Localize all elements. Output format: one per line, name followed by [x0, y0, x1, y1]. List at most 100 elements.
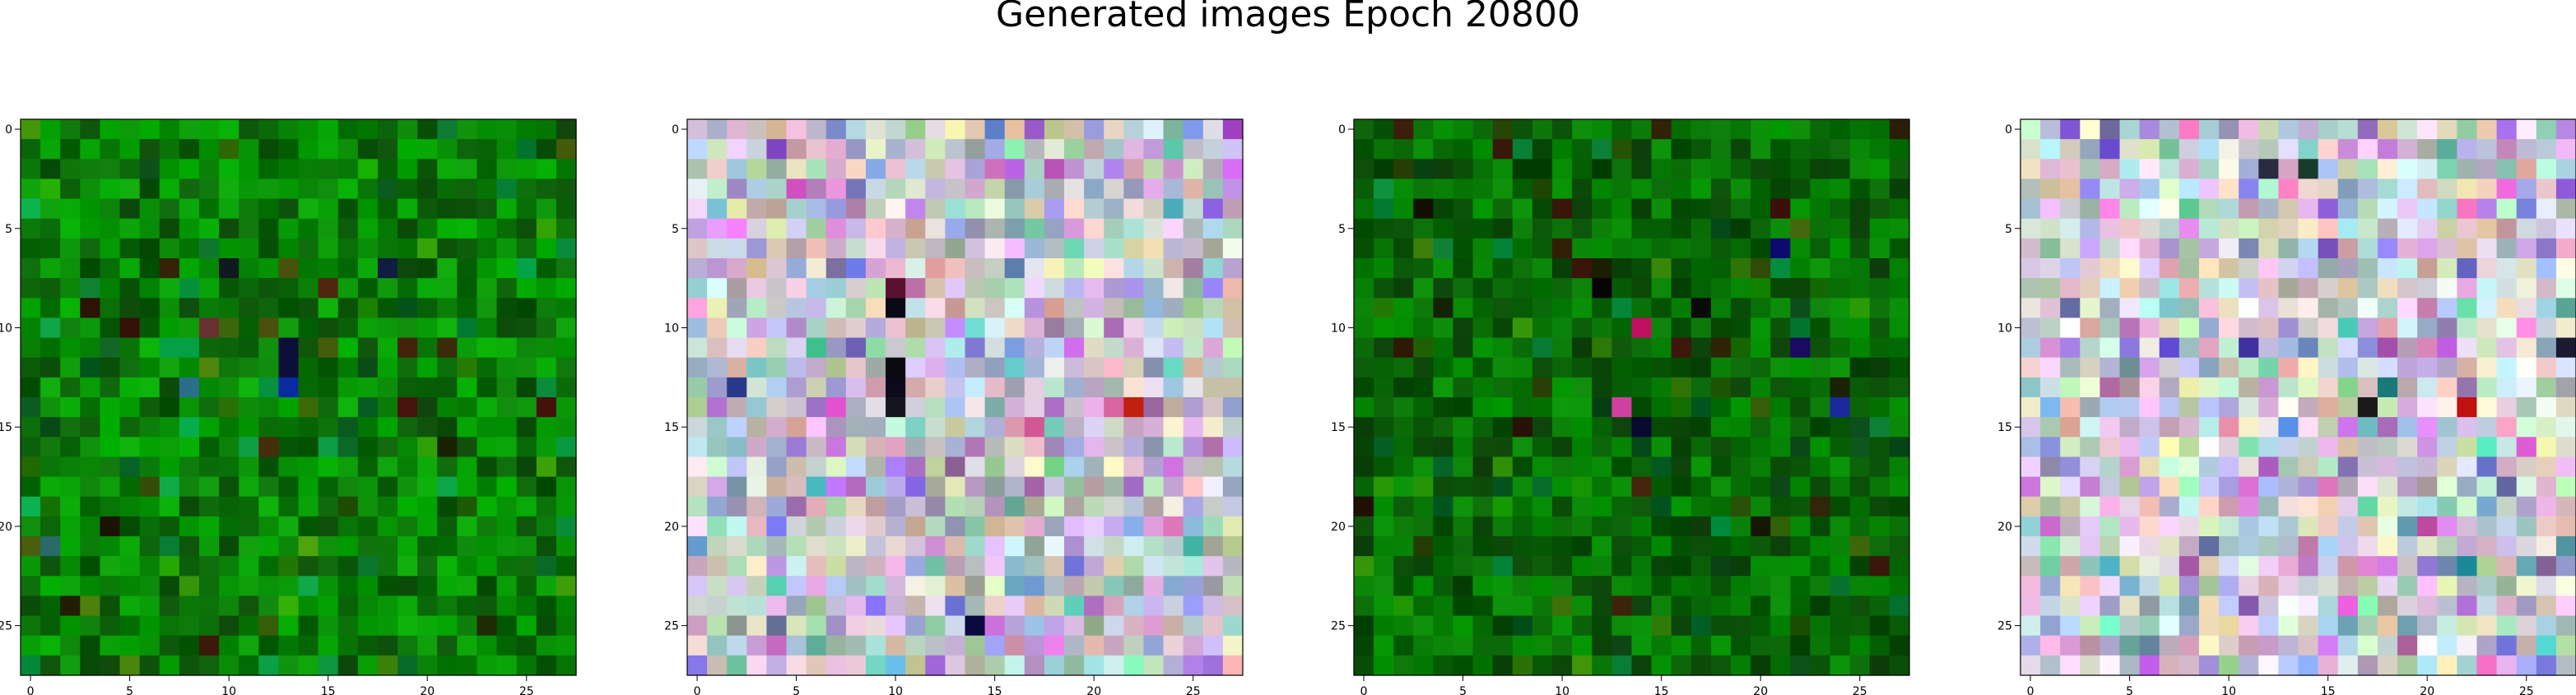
pixel-cell	[2496, 556, 2518, 577]
pixel-cell	[357, 397, 379, 418]
pixel-cell	[727, 357, 747, 378]
pixel-cell	[1751, 139, 1771, 160]
pixel-cell	[1731, 317, 1751, 339]
pixel-cell	[357, 278, 379, 299]
pixel-cell	[2476, 615, 2498, 637]
pixel-cell	[2298, 635, 2319, 656]
pixel-cell	[298, 218, 319, 239]
pixel-cell	[357, 159, 379, 180]
pixel-cell	[806, 238, 827, 259]
pixel-cell	[945, 516, 966, 537]
pixel-cell	[1572, 576, 1593, 597]
pixel-cell	[1413, 437, 1434, 458]
pixel-cell	[905, 337, 926, 359]
pixel-cell	[1064, 635, 1085, 656]
pixel-cell	[258, 615, 279, 637]
pixel-cell	[2219, 119, 2239, 140]
pixel-cell	[2219, 178, 2239, 200]
pixel-cell	[139, 198, 160, 220]
pixel-cell	[278, 655, 300, 676]
pixel-cell	[556, 456, 577, 478]
pixel-cell	[1889, 397, 1910, 418]
pixel-cell	[1004, 218, 1025, 239]
pixel-cell	[298, 178, 319, 200]
pixel-cell	[298, 258, 319, 279]
pixel-cell	[278, 556, 300, 577]
pixel-cell	[1393, 595, 1414, 617]
pixel-cell	[1163, 298, 1184, 319]
pixel-cell	[1731, 635, 1751, 656]
pixel-cell	[357, 516, 379, 537]
pixel-cell	[1770, 317, 1791, 339]
pixel-cell	[2258, 417, 2279, 438]
pixel-cell	[516, 496, 537, 517]
pixel-cell	[1889, 556, 1910, 577]
pixel-cell	[258, 417, 279, 438]
pixel-cell	[786, 139, 807, 160]
pixel-cell	[1631, 159, 1653, 180]
pixel-cell	[1671, 357, 1692, 378]
pixel-cell	[2159, 655, 2180, 676]
pixel-cell	[80, 556, 101, 577]
pixel-cell	[2536, 298, 2557, 319]
pixel-cell	[1512, 456, 1533, 478]
pixel-cell	[337, 456, 359, 478]
pixel-cell	[179, 476, 200, 498]
pixel-cell	[1354, 198, 1374, 220]
pixel-cell	[60, 437, 81, 458]
pixel-cell	[1084, 635, 1104, 656]
pixel-cell	[437, 159, 458, 180]
pixel-cell	[2198, 159, 2220, 180]
pixel-cell	[786, 159, 807, 180]
pixel-cell	[2219, 635, 2239, 656]
pixel-cell	[1222, 377, 1244, 398]
pixel-cell	[2239, 278, 2259, 299]
pixel-cell	[1731, 178, 1751, 200]
pixel-cell	[1849, 218, 1871, 239]
pixel-cell	[1849, 258, 1871, 279]
pixel-cell	[2555, 198, 2576, 220]
pixel-cell	[687, 218, 708, 239]
pixel-cell	[2119, 556, 2141, 577]
pixel-cell	[60, 298, 81, 319]
pixel-cell	[139, 337, 160, 359]
pixel-cell	[984, 337, 1006, 359]
pixel-cell	[21, 397, 41, 418]
pixel-cell	[865, 159, 886, 180]
pixel-cell	[2357, 595, 2378, 617]
pixel-cell	[1044, 615, 1065, 637]
pixel-cell	[687, 615, 708, 637]
pixel-cell	[60, 556, 81, 577]
pixel-cell	[1354, 119, 1374, 140]
pixel-cell	[1143, 218, 1165, 239]
pixel-cell	[437, 397, 458, 418]
pixel-cell	[100, 476, 121, 498]
pixel-cell	[2258, 159, 2279, 180]
pixel-cell	[2516, 516, 2537, 537]
pixel-cell	[159, 258, 180, 279]
pixel-cell	[2476, 536, 2498, 557]
pixel-cell	[1611, 516, 1633, 537]
pixel-cell	[2298, 576, 2319, 597]
pixel-cell	[1222, 496, 1244, 517]
pixel-cell	[865, 317, 886, 339]
pixel-cell	[239, 536, 259, 557]
pixel-cell	[357, 437, 379, 458]
pixel-cell	[417, 595, 438, 617]
pixel-cell	[437, 576, 458, 597]
pixel-cell	[60, 476, 81, 498]
pixel-cell	[2437, 278, 2457, 299]
pixel-cell	[1631, 278, 1653, 299]
pixel-cell	[1024, 615, 1045, 637]
pixel-cell	[1592, 159, 1612, 180]
pixel-cell	[2377, 437, 2398, 458]
pixel-cell	[1472, 357, 1494, 378]
pixel-cell	[298, 476, 319, 498]
pixel-cell	[496, 119, 518, 140]
pixel-cell	[1631, 496, 1653, 517]
pixel-cell	[298, 198, 319, 220]
pixel-cell	[337, 337, 359, 359]
pixel-cell	[1690, 198, 1712, 220]
pixel-cell	[1064, 417, 1085, 438]
pixel-cell	[119, 615, 141, 637]
